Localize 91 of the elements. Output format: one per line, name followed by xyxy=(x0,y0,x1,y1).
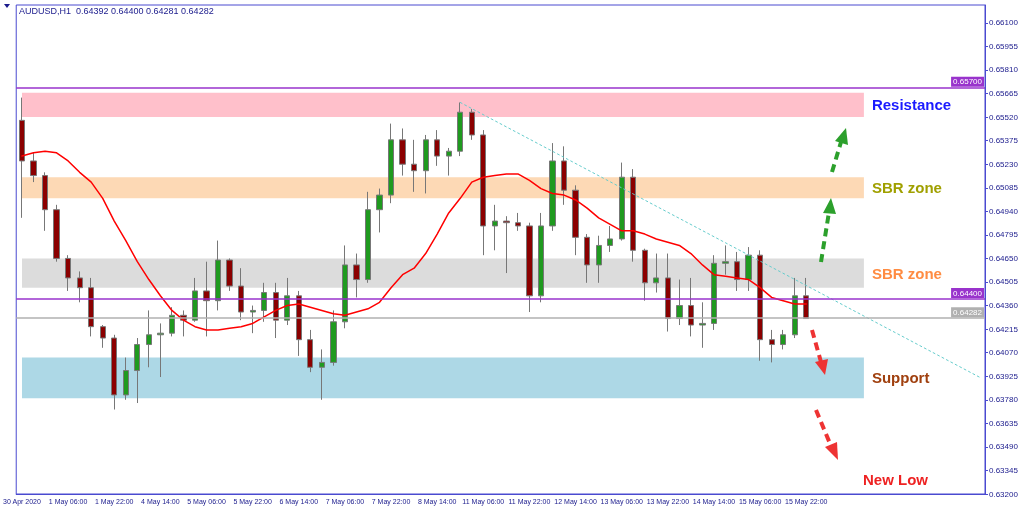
candlestick xyxy=(53,204,60,263)
candlestick xyxy=(30,152,37,183)
y-tick-label: 0.64360 xyxy=(989,301,1019,311)
y-tick-label: 0.64215 xyxy=(989,324,1019,334)
candlestick xyxy=(203,261,210,337)
candlestick xyxy=(423,134,429,194)
candlestick xyxy=(607,225,613,253)
candlestick xyxy=(503,215,510,274)
candlestick xyxy=(665,253,671,333)
candlestick xyxy=(572,184,579,256)
y-tick-label: 0.64070 xyxy=(989,348,1019,358)
chart-title: AUDUSD,H1 0.64392 0.64400 0.64281 0.64282 xyxy=(19,5,214,16)
candlestick xyxy=(596,235,602,284)
candlestick xyxy=(100,324,106,349)
band-label: SBR zone xyxy=(871,179,942,197)
candlestick xyxy=(134,337,140,404)
y-tick-label: 0.63925 xyxy=(989,371,1019,381)
candlestick xyxy=(457,101,463,157)
candlestick xyxy=(215,240,221,311)
candlestick xyxy=(538,212,544,303)
candlestick xyxy=(688,277,694,337)
band-label: Support xyxy=(871,369,930,387)
candlestick xyxy=(111,334,117,411)
candlestick xyxy=(630,168,636,263)
y-tick-label: 0.65810 xyxy=(989,65,1019,75)
line-series xyxy=(21,150,807,331)
candlestick xyxy=(376,188,383,233)
candlestick xyxy=(549,142,556,232)
candlestick xyxy=(19,97,25,219)
candlestick xyxy=(411,139,417,193)
candlestick xyxy=(745,246,752,292)
candlestick xyxy=(388,123,394,204)
ref-line-label: 0.64282 xyxy=(953,307,983,317)
candlestick xyxy=(238,267,244,321)
candlestick xyxy=(492,204,498,251)
candlestick xyxy=(399,127,406,177)
candlestick xyxy=(365,191,371,284)
candlestick xyxy=(42,171,48,232)
candlestick xyxy=(157,322,164,378)
candlestick xyxy=(169,306,175,337)
candlestick xyxy=(480,129,486,256)
candlestick xyxy=(226,257,233,292)
candlestick xyxy=(653,253,659,294)
y-tick-label: 0.65375 xyxy=(989,136,1019,146)
candlestick xyxy=(146,309,152,368)
y-tick-label: 0.63345 xyxy=(989,465,1019,475)
candlestick xyxy=(699,301,706,349)
y-tick-label: 0.65520 xyxy=(989,112,1019,122)
candlestick xyxy=(722,244,729,276)
candlestick xyxy=(307,329,313,373)
candlestick xyxy=(77,270,83,303)
candlestick xyxy=(88,277,94,337)
annotation: New Low xyxy=(863,471,929,488)
y-tick-label: 0.65665 xyxy=(989,89,1019,99)
y-tick-label: 0.64650 xyxy=(989,253,1019,263)
y-tick-label: 0.64795 xyxy=(989,230,1019,240)
candlestick xyxy=(561,145,567,206)
candlestick xyxy=(319,348,325,401)
candlestick xyxy=(757,249,763,362)
y-tick-label: 0.63780 xyxy=(989,395,1019,405)
y-tick-label: 0.65085 xyxy=(989,183,1019,193)
y-tick-label: 0.63200 xyxy=(989,489,1019,499)
band-label: SBR zone xyxy=(871,264,942,282)
candlestick xyxy=(342,244,348,329)
candlestick xyxy=(434,129,440,167)
candlestick xyxy=(769,329,775,363)
candlestick xyxy=(780,329,786,350)
band-label: Resistance xyxy=(871,96,952,114)
y-tick-label: 0.65230 xyxy=(989,159,1019,169)
candlestick xyxy=(65,254,71,292)
candlestick xyxy=(330,309,337,367)
y-tick-label: 0.64505 xyxy=(989,277,1019,287)
candlestick xyxy=(711,254,717,331)
candlestick xyxy=(250,305,256,334)
candlestick xyxy=(469,108,475,141)
candlestick xyxy=(584,233,590,284)
candlestick xyxy=(123,357,129,401)
y-tick-label: 0.65955 xyxy=(989,41,1019,51)
candlestick xyxy=(526,222,533,313)
y-tick-label: 0.63635 xyxy=(989,418,1019,428)
y-tick-label: 0.64940 xyxy=(989,206,1019,216)
y-tick-label: 0.63490 xyxy=(989,442,1019,452)
ref-line-label: 0.64400 xyxy=(953,288,983,298)
candlestick xyxy=(619,162,625,242)
candlestick xyxy=(642,248,648,302)
candlestick xyxy=(353,253,360,298)
y-tick-label: 0.66100 xyxy=(989,18,1019,28)
candlestick xyxy=(515,212,521,232)
candlestick xyxy=(734,251,740,292)
ref-line-label: 0.65700 xyxy=(953,77,983,87)
candlestick xyxy=(446,147,452,177)
